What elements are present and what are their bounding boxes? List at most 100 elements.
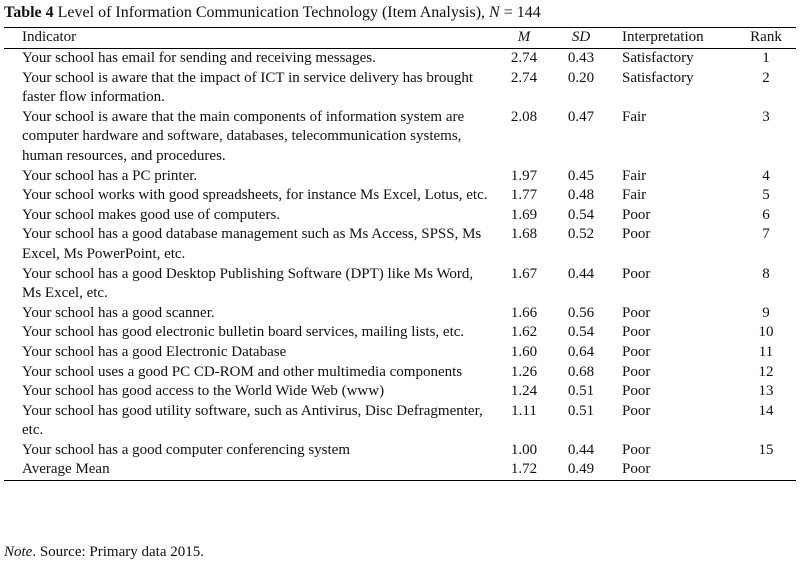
cell-mean: 1.11	[511, 402, 537, 419]
table-row: Your school uses a good PC CD-ROM and ot…	[4, 363, 796, 383]
table-row: Your school has a good database manageme…	[4, 225, 796, 264]
cell-indicator: Your school is aware that the main compo…	[22, 108, 465, 164]
cell-mean: 1.26	[510, 363, 538, 380]
cell-rank: 10	[758, 324, 774, 341]
table-row: Your school is aware that the impact of …	[4, 69, 796, 108]
sample-size-value: = 144	[503, 4, 541, 21]
table-note: Note. Source: Primary data 2015.	[4, 543, 204, 561]
table-row: Your school is aware that the main compo…	[4, 108, 796, 167]
cell-rank: 5	[762, 187, 770, 204]
cell-indicator: Your school has good utility software, s…	[22, 402, 483, 439]
cell-indicator: Your school uses a good PC CD-ROM and ot…	[22, 363, 463, 380]
cell-sd: 0.54	[567, 206, 595, 223]
cell-sd: 0.48	[567, 187, 595, 204]
cell-sd: 0.64	[567, 343, 595, 360]
cell-mean: 2.74	[510, 50, 538, 66]
cell-rank: 12	[758, 363, 774, 380]
cell-sd: 0.51	[567, 383, 595, 400]
table-title: Level of Information Communication Techn…	[57, 4, 486, 21]
cell-rank: 7	[762, 226, 770, 243]
cell-interpretation: Fair	[622, 167, 647, 184]
table-row: Your school has a good computer conferen…	[4, 441, 796, 461]
cell-rank: 11	[758, 343, 774, 360]
table-row: Your school makes good use of computers.…	[4, 206, 796, 226]
cell-mean: 1.66	[510, 304, 538, 321]
cell-mean: 1.67	[510, 265, 538, 282]
sample-size-symbol: N	[489, 4, 500, 21]
cell-rank: 13	[758, 383, 774, 400]
average-row: Average Mean 1.72 0.49 Poor	[4, 460, 796, 481]
note-text: . Source: Primary data 2015.	[32, 544, 204, 560]
table-header-row: Indicator M SD Interpretation Rank	[4, 27, 796, 49]
cell-interpretation: Fair	[622, 187, 647, 204]
cell-indicator: Average Mean	[22, 461, 110, 478]
cell-rank: 3	[762, 108, 770, 125]
cell-sd: 0.44	[567, 441, 595, 458]
cell-interpretation: Poor	[622, 441, 651, 458]
cell-indicator: Your school is aware that the impact of …	[22, 69, 474, 106]
cell-indicator: Your school has a good Desktop Publishin…	[22, 265, 474, 302]
cell-sd: 0.44	[567, 265, 595, 282]
cell-mean: 1.72	[510, 461, 538, 478]
cell-mean: 1.60	[510, 343, 538, 360]
cell-mean: 1.77	[510, 187, 538, 204]
cell-mean: 1.24	[510, 383, 538, 400]
cell-indicator: Your school has a good database manageme…	[22, 226, 482, 262]
table-row: Your school has good utility software, s…	[4, 402, 796, 441]
cell-interpretation: Poor	[622, 324, 651, 341]
cell-indicator: Your school has good access to the World…	[22, 383, 385, 400]
cell-indicator: Your school has a good scanner.	[22, 304, 215, 321]
cell-interpretation: Satisfactory	[622, 50, 694, 66]
cell-rank: 15	[758, 441, 774, 458]
cell-sd: 0.52	[567, 226, 595, 243]
cell-sd: 0.51	[567, 402, 595, 419]
cell-rank: 4	[762, 167, 770, 184]
cell-rank	[748, 460, 796, 480]
table-caption: Table 4 Level of Information Communicati…	[4, 3, 541, 23]
cell-interpretation: Poor	[622, 226, 651, 243]
cell-rank: 8	[762, 265, 770, 282]
cell-rank: 6	[762, 206, 770, 223]
cell-mean: 1.00	[510, 441, 538, 458]
cell-mean: 1.62	[510, 324, 538, 341]
cell-sd: 0.49	[567, 461, 595, 478]
cell-sd: 0.45	[567, 167, 595, 184]
header-indicator: Indicator	[22, 29, 77, 45]
cell-indicator: Your school has a good Electronic Databa…	[22, 343, 287, 360]
cell-interpretation: Poor	[622, 363, 651, 380]
cell-indicator: Your school makes good use of computers.	[22, 206, 281, 223]
cell-mean: 2.74	[510, 69, 538, 86]
cell-indicator: Your school has a good computer conferen…	[22, 441, 350, 458]
table-row: Your school works with good spreadsheets…	[4, 186, 796, 206]
cell-mean: 1.97	[510, 167, 538, 184]
cell-interpretation: Poor	[622, 402, 651, 419]
header-sd: SD	[571, 29, 591, 45]
cell-interpretation: Poor	[622, 206, 651, 223]
header-rank: Rank	[750, 29, 782, 45]
cell-sd: 0.20	[567, 69, 595, 86]
header-interpretation: Interpretation	[622, 29, 704, 45]
table-body: Your school has email for sending and re…	[4, 49, 796, 481]
cell-sd: 0.68	[567, 363, 595, 380]
cell-interpretation: Poor	[622, 265, 651, 282]
cell-rank: 1	[762, 50, 770, 66]
cell-interpretation: Poor	[622, 461, 651, 478]
cell-rank: 2	[762, 69, 770, 86]
table-row: Your school has a good scanner. 1.66 0.56 P…	[4, 304, 796, 324]
cell-sd: 0.43	[567, 50, 595, 66]
table-row: Your school has a PC printer. 1.97 0.45 Fai…	[4, 167, 796, 187]
cell-mean: 1.69	[510, 206, 538, 223]
header-mean: M	[517, 29, 531, 45]
cell-sd: 0.54	[567, 324, 595, 341]
cell-indicator: Your school works with good spreadsheets…	[22, 187, 488, 204]
cell-interpretation: Poor	[622, 304, 651, 321]
table-row: Your school has a good Desktop Publishin…	[4, 265, 796, 304]
cell-indicator: Your school has a PC printer.	[22, 167, 198, 184]
table-label: Table 4	[4, 4, 54, 21]
ict-item-analysis-table: Indicator M SD Interpretation Rank Your …	[4, 27, 796, 481]
cell-indicator: Your school has good electronic bulletin…	[22, 324, 465, 341]
cell-rank: 9	[762, 304, 770, 321]
cell-mean: 1.68	[510, 226, 538, 243]
table-row: Your school has good access to the World…	[4, 382, 796, 402]
